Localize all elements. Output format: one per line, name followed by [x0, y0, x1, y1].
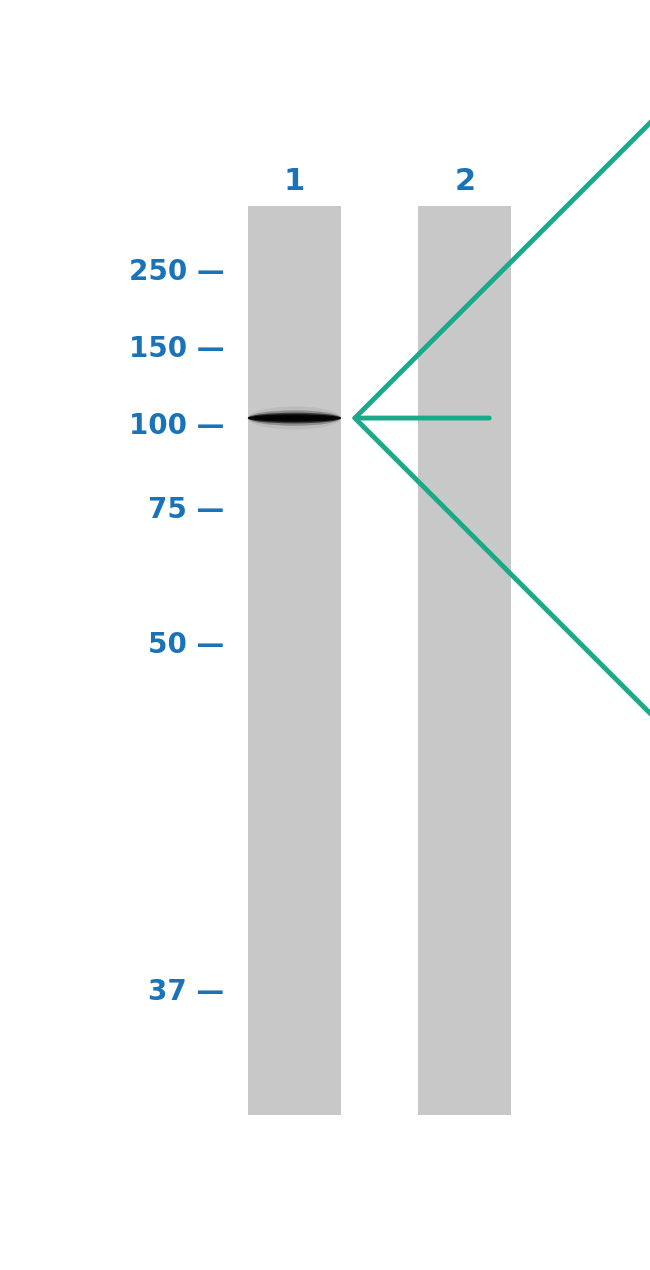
Text: 100 —: 100 — [129, 411, 225, 439]
Text: 75 —: 75 — [148, 497, 225, 525]
Ellipse shape [248, 406, 341, 429]
Text: 37 —: 37 — [148, 978, 225, 1006]
Text: 50 —: 50 — [148, 631, 225, 659]
Bar [419, 206, 512, 1115]
Ellipse shape [248, 410, 341, 425]
Ellipse shape [248, 417, 341, 420]
Text: 2: 2 [454, 168, 475, 196]
Text: 250 —: 250 — [129, 258, 225, 286]
Text: 1: 1 [284, 168, 305, 196]
Ellipse shape [248, 414, 341, 422]
Bar [248, 206, 341, 1115]
Text: 150 —: 150 — [129, 335, 225, 363]
Ellipse shape [248, 413, 341, 423]
